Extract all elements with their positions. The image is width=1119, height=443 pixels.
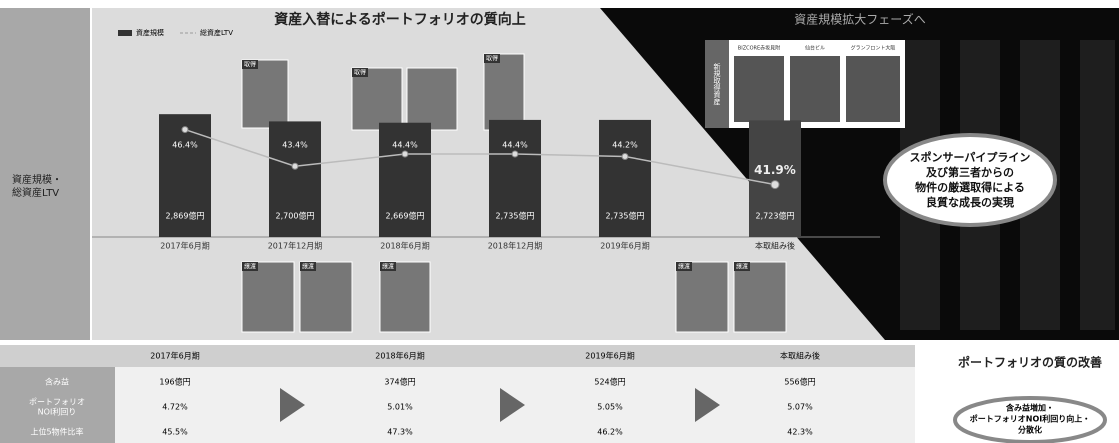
cell: 5.01%	[387, 403, 413, 412]
tag-bg	[300, 262, 316, 271]
bar-label: 2,869億円	[166, 211, 205, 221]
ltv-point	[511, 150, 519, 158]
ltv-point	[621, 152, 629, 160]
col-header: 2017年6月期	[150, 351, 199, 361]
new-asset-name: BIZCORE赤坂見附	[738, 45, 780, 52]
photos	[241, 53, 787, 333]
ltv-point	[181, 126, 189, 134]
bar-label: 2,669億円	[386, 211, 425, 221]
bar	[379, 122, 431, 237]
tag-bg	[676, 262, 692, 271]
callout-text: 良質な成長の実現	[926, 195, 1014, 209]
bar	[749, 120, 801, 237]
dispose-tag: 譲渡	[736, 263, 748, 271]
phase-title: 資産規模拡大フェーズへ	[794, 12, 925, 27]
legend-swatch	[118, 30, 132, 36]
ltv-label: 44.4%	[502, 141, 528, 150]
new-tag-bg	[705, 40, 729, 128]
callout-text: スポンサーパイプライン	[910, 150, 1031, 164]
cell: 5.07%	[787, 403, 813, 412]
bar-label: 2,735億円	[496, 211, 535, 221]
dispose-tag: 譲渡	[302, 263, 314, 271]
ltv-point	[401, 150, 409, 158]
summary-text: 分散化	[1018, 425, 1042, 435]
bar	[599, 119, 651, 237]
row-label: ポートフォリオ	[29, 398, 85, 407]
summary-ellipse	[953, 396, 1107, 443]
ltv-label: 44.2%	[612, 141, 638, 150]
x-tick-label: 2018年12月期	[488, 241, 543, 251]
dispose-tag: 譲渡	[382, 263, 394, 271]
cell: 5.05%	[597, 403, 623, 412]
cell: 42.3%	[787, 428, 813, 437]
bar-label: 2,735億円	[606, 211, 645, 221]
side-panel	[0, 8, 90, 340]
callout-text: 物件の厳選取得による	[915, 180, 1025, 194]
x-tick-label: 本取組み後	[755, 241, 795, 251]
legend-label: 資産規模	[136, 28, 164, 37]
cell: 556億円	[784, 377, 815, 387]
arrows	[280, 388, 720, 422]
ltv-label: 41.9%	[754, 163, 796, 177]
col-header: 2019年6月期	[585, 351, 634, 361]
table-header	[0, 345, 915, 367]
col-header: 本取組み後	[780, 351, 820, 361]
acquire-tag: 取得	[486, 55, 498, 63]
bar	[489, 119, 541, 237]
summary-text: ポートフォリオNOI利回り向上・	[970, 414, 1090, 424]
ltv-line	[184, 128, 776, 186]
ltv-point	[770, 180, 780, 190]
legend-label: 総資産LTV	[200, 28, 233, 37]
x-tick-label: 2017年6月期	[160, 241, 209, 251]
tag-bg	[352, 68, 368, 77]
bar	[269, 121, 321, 237]
col-header: 2018年6月期	[375, 351, 424, 361]
row-label: 上位5物件比率	[30, 427, 83, 437]
callout	[883, 133, 1057, 227]
dispose-tag: 譲渡	[244, 263, 256, 271]
side-label: 総資産LTV	[12, 186, 59, 199]
table-label-col	[0, 367, 115, 443]
cell: 4.72%	[162, 403, 188, 412]
new-tag: 新規取得資産	[713, 62, 721, 106]
cell: 196億円	[159, 377, 190, 387]
tag-bg	[380, 262, 396, 271]
x-tick-label: 2018年6月期	[380, 241, 429, 251]
bar-label: 2,700億円	[276, 211, 315, 221]
acquire-tag: 取得	[354, 69, 366, 77]
tag-bg	[484, 54, 500, 63]
callout-text: 及び第三者からの	[926, 165, 1014, 179]
ltv-label: 46.4%	[172, 141, 198, 150]
chart-title: 資産入替によるポートフォリオの質向上	[274, 11, 526, 28]
cell: 524億円	[594, 377, 625, 387]
ltv-label: 43.4%	[282, 141, 308, 150]
bar-label: 2,723億円	[756, 211, 795, 221]
tag-bg	[242, 60, 258, 69]
summary-text: 含み益増加・	[1006, 403, 1054, 413]
side-label: 資産規模・	[12, 173, 62, 186]
new-asset-name: グランフロント大阪	[851, 45, 896, 52]
row-label: 含み益	[45, 377, 69, 387]
x-tick-label: 2019年6月期	[600, 241, 649, 251]
dispose-tag: 譲渡	[678, 263, 690, 271]
tag-bg	[734, 262, 750, 271]
cell: 374億円	[384, 377, 415, 387]
cell: 47.3%	[387, 428, 413, 437]
x-tick-label: 2017年12月期	[268, 241, 323, 251]
tag-bg	[242, 262, 258, 271]
new-photos	[734, 56, 900, 122]
cell: 46.2%	[597, 428, 623, 437]
ltv-label: 44.4%	[392, 141, 418, 150]
acquire-tag: 取得	[244, 61, 256, 69]
cell: 45.5%	[162, 428, 188, 437]
ltv-point	[291, 162, 299, 170]
new-asset-name: 仙台ビル	[805, 45, 825, 52]
summary-title: ポートフォリオの質の改善	[958, 355, 1102, 370]
row-label: NOI利回り	[38, 407, 77, 417]
